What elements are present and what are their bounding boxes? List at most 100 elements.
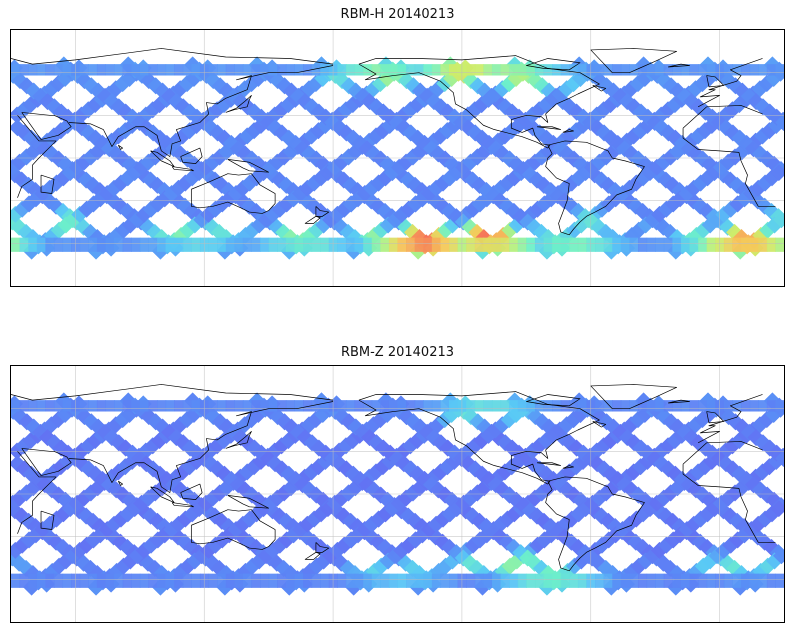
swath-cell xyxy=(165,400,175,412)
swath-cell xyxy=(372,486,390,504)
swath-cell xyxy=(380,400,390,412)
swath-cell xyxy=(303,237,313,252)
coastline xyxy=(545,476,645,572)
swath-cell xyxy=(36,237,46,252)
swath-cell xyxy=(303,573,313,588)
swath-cell xyxy=(449,400,459,412)
panel-rbm-z: RBM-Z 20140213 xyxy=(0,336,794,633)
coastline xyxy=(11,48,334,65)
swath-cell xyxy=(380,64,390,76)
panel-title: RBM-H 20140213 xyxy=(340,7,455,22)
swath-cell xyxy=(603,573,613,588)
swath-cell xyxy=(689,400,699,412)
coastline xyxy=(592,85,607,92)
swath-cell xyxy=(689,573,699,588)
swath-cell xyxy=(723,400,734,412)
swath-cell xyxy=(729,531,747,549)
swath-cell xyxy=(242,64,253,76)
swath-cell xyxy=(473,129,491,147)
swath-cell xyxy=(388,64,399,76)
swath-cell xyxy=(345,573,356,588)
swath-cell xyxy=(157,237,167,252)
swath-cell xyxy=(114,400,124,412)
swath-cell xyxy=(146,559,164,577)
swath-cell xyxy=(474,400,484,412)
swath-cell xyxy=(569,400,579,412)
swath-cell xyxy=(243,221,261,239)
swath-cell xyxy=(294,64,304,76)
swath-cell xyxy=(491,528,509,546)
swath-cell xyxy=(397,400,407,412)
swath-cell xyxy=(217,400,227,412)
swath-cell xyxy=(597,484,615,502)
swath-cell xyxy=(131,237,141,252)
swath-cell xyxy=(483,64,493,76)
swath-cell xyxy=(371,400,381,412)
swath-cell xyxy=(11,400,21,412)
swath-cell xyxy=(251,237,261,252)
swath-cell xyxy=(468,484,486,502)
swath-cell xyxy=(268,400,278,412)
map-rbm-h xyxy=(10,29,785,287)
swath-cell xyxy=(75,153,93,171)
swath-cell xyxy=(620,400,630,412)
swath-cell xyxy=(248,169,266,187)
swath-cell xyxy=(431,237,442,252)
swath-cell xyxy=(114,237,124,252)
coastline xyxy=(150,486,175,503)
swath-cell xyxy=(449,573,459,588)
swath-cell xyxy=(28,400,38,412)
swath-cell xyxy=(300,416,318,434)
swath-cell xyxy=(88,237,98,252)
swath-cell xyxy=(320,400,330,412)
swath-cell xyxy=(294,573,304,588)
swath-cell xyxy=(612,64,622,76)
swath-cell xyxy=(246,439,263,457)
swath-cell xyxy=(400,536,418,554)
swath-cell xyxy=(354,64,364,76)
swath-cell xyxy=(380,573,390,588)
swath-cell xyxy=(577,64,588,76)
swath-cell xyxy=(466,64,476,76)
swath-cell xyxy=(551,421,569,439)
swath-cell xyxy=(509,400,519,412)
swath-cell xyxy=(294,237,304,252)
swath-cell xyxy=(500,75,518,93)
coastline xyxy=(225,95,252,113)
swath-cell xyxy=(397,573,407,588)
swath-cell xyxy=(280,129,298,147)
swath-cell xyxy=(741,237,751,252)
swath-cell xyxy=(225,573,235,588)
swath-cell xyxy=(758,573,768,588)
swath-cell xyxy=(103,429,121,446)
swath-cell xyxy=(672,400,682,412)
swath-cell xyxy=(105,237,115,252)
swath-cell xyxy=(500,400,510,412)
swath-cell xyxy=(11,119,26,137)
swath-cell xyxy=(406,573,416,588)
swath-cell xyxy=(731,129,749,147)
swath-cell xyxy=(45,400,55,412)
swath-cell xyxy=(11,442,26,460)
swath-cell xyxy=(397,64,407,76)
swath-cell xyxy=(167,429,185,446)
swath-cell xyxy=(663,237,673,252)
swath-cell xyxy=(131,400,141,412)
swath-cell xyxy=(79,400,89,412)
swath-cell xyxy=(271,536,289,554)
swath-cell xyxy=(88,64,98,76)
swath-cell xyxy=(577,573,588,588)
swath-cell xyxy=(251,400,261,412)
swath-cell xyxy=(311,237,321,252)
swath-cell xyxy=(486,421,504,439)
swath-cell xyxy=(234,573,244,588)
swath-cell xyxy=(11,153,29,171)
swath-cell xyxy=(414,64,424,76)
swath-cell xyxy=(345,64,356,76)
coastline xyxy=(180,483,203,501)
swath-cell xyxy=(139,64,150,76)
gridlines xyxy=(11,366,784,622)
swath-cell xyxy=(388,237,399,252)
swath-cell xyxy=(672,64,682,76)
swath-cell xyxy=(526,489,544,507)
